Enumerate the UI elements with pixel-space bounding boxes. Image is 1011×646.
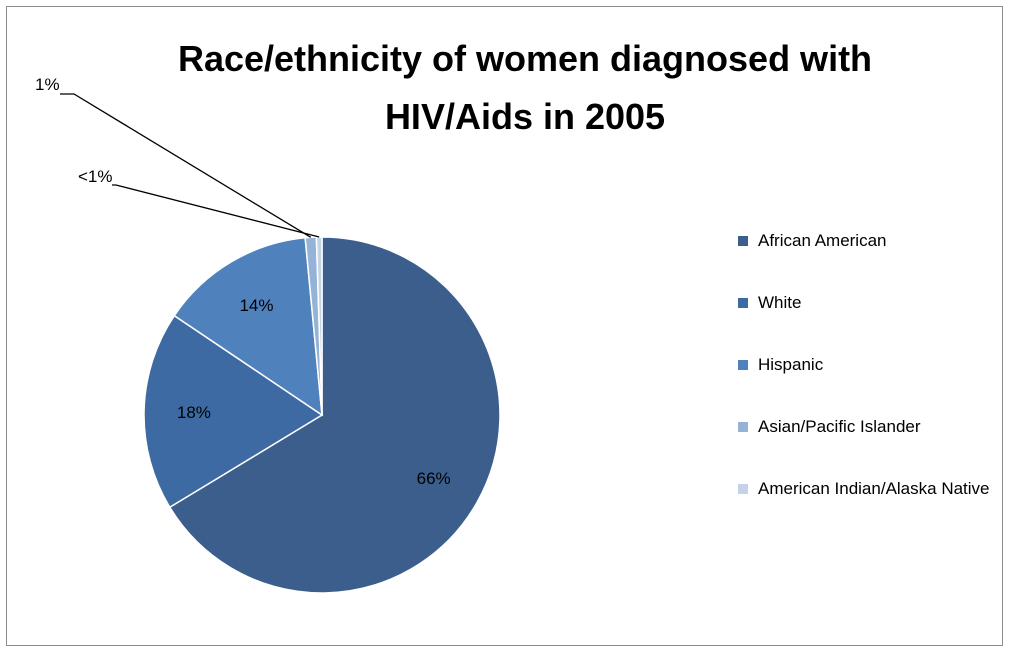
leader-lines [60, 93, 320, 238]
data-label-african-american: 66% [417, 469, 451, 488]
legend-swatch [738, 298, 748, 308]
chart-title-line-1: Race/ethnicity of women diagnosed with [177, 38, 873, 79]
leader-line-asian-pacific-islander [60, 93, 312, 238]
legend-swatch [738, 484, 748, 494]
leader-line-american-indian-alaska-native [112, 184, 320, 238]
data-label-white: 18% [177, 403, 211, 422]
chart-title-line-2: HIV/Aids in 2005 [384, 96, 666, 137]
data-label-american-indian-alaska-native: <1% [78, 167, 113, 186]
legend-label: Hispanic [758, 355, 824, 374]
legend-label: American Indian/Alaska Native [758, 479, 990, 498]
pie-slices [143, 236, 501, 594]
chart-title: Race/ethnicity of women diagnosed with H… [120, 30, 930, 146]
legend-swatch [738, 236, 748, 246]
legend-label: White [758, 293, 802, 312]
legend-swatch [738, 422, 748, 432]
pie-slice-white [143, 314, 324, 509]
pie-slice-hispanic [173, 236, 323, 417]
data-label-asian-pacific-islander: 1% [35, 75, 60, 94]
data-label-hispanic: 14% [239, 296, 273, 315]
legend-label: Asian/Pacific Islander [758, 417, 921, 436]
pie-chart: 66% 18% 14% 1% <1% [35, 75, 501, 594]
pie-slice-african-american [168, 236, 501, 594]
legend-swatch [738, 360, 748, 370]
legend-label: African American [758, 231, 887, 250]
data-labels: 66% 18% 14% 1% <1% [35, 75, 451, 488]
pie-slice-american-indian-alaska-native [315, 236, 323, 416]
